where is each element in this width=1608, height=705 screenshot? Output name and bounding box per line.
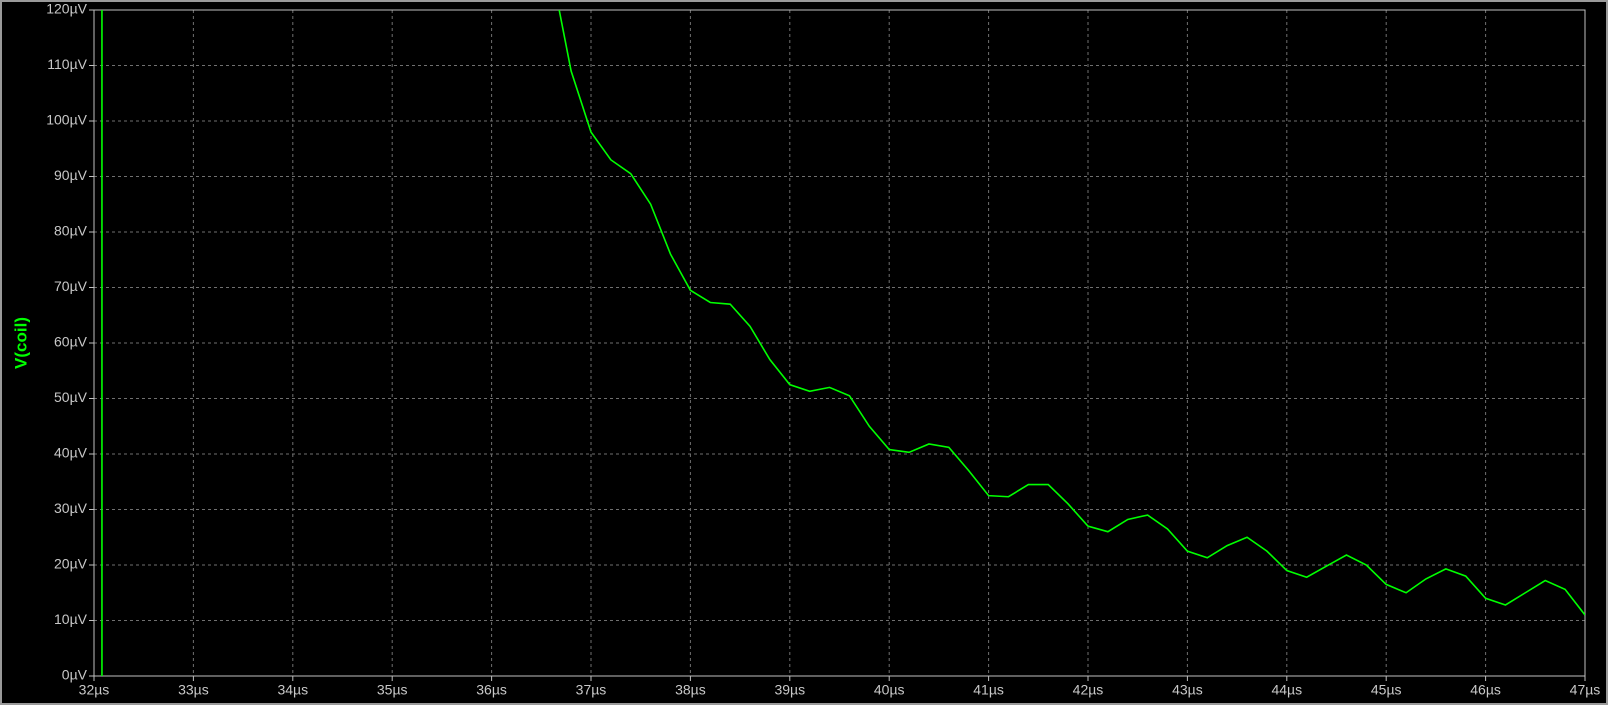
trace	[101, 10, 1585, 676]
y-tick-label: 60µV	[54, 334, 88, 350]
y-tick-label: 10µV	[54, 611, 88, 627]
y-tick-label: 80µV	[54, 223, 88, 239]
x-tick-label: 45µs	[1371, 682, 1402, 698]
x-tick-label: 43µs	[1172, 682, 1203, 698]
x-tick-label: 36µs	[476, 682, 507, 698]
x-tick-label: 34µs	[277, 682, 308, 698]
y-tick-label: 110µV	[47, 56, 87, 72]
x-tick-label: 42µs	[1073, 682, 1104, 698]
y-tick-label: 90µV	[54, 167, 88, 183]
x-tick-label: 37µs	[576, 682, 607, 698]
x-tick-label: 33µs	[178, 682, 209, 698]
x-tick-label: 46µs	[1470, 682, 1501, 698]
y-tick-label: 120µV	[46, 1, 87, 17]
y-tick-label: 20µV	[54, 556, 88, 572]
y-tick-label: 40µV	[54, 445, 88, 461]
x-tick-label: 40µs	[874, 682, 905, 698]
y-tick-label: 0µV	[62, 667, 88, 683]
y-tick-label: 30µV	[54, 500, 88, 516]
x-tick-label: 41µs	[973, 682, 1004, 698]
y-axis-label: V(coil)	[11, 317, 30, 369]
y-tick-label: 70µV	[54, 278, 88, 294]
x-tick-label: 47µs	[1570, 682, 1601, 698]
x-tick-label: 32µs	[79, 682, 110, 698]
plot-border	[93, 9, 1586, 677]
y-tick-label: 50µV	[54, 389, 88, 405]
x-tick-label: 44µs	[1271, 682, 1302, 698]
x-tick-label: 38µs	[675, 682, 706, 698]
x-tick-label: 39µs	[774, 682, 805, 698]
y-tick-label: 100µV	[46, 112, 87, 128]
x-tick-label: 35µs	[377, 682, 408, 698]
